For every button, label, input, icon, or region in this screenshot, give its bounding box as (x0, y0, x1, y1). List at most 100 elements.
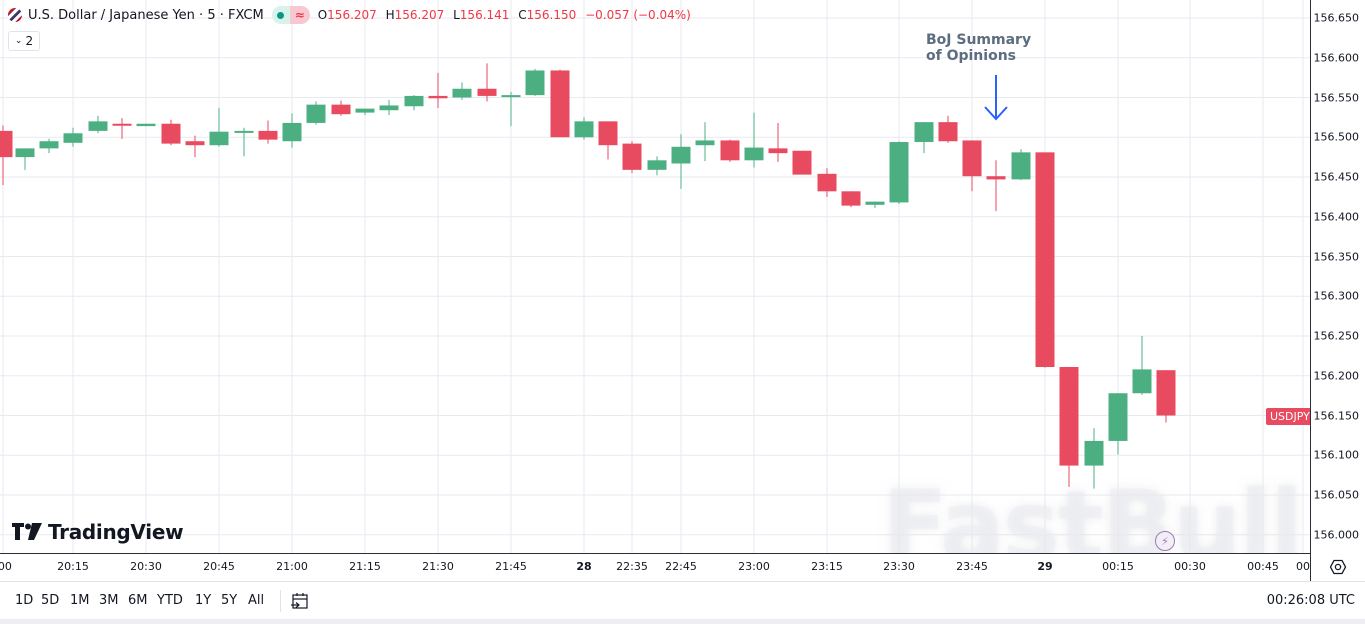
boj-annotation-label: BoJ Summary of Opinions (926, 32, 1031, 64)
candle-down (331, 104, 351, 115)
annotation-line-2: of Opinions (926, 48, 1016, 64)
time-tick-label: 00:45 (1247, 560, 1279, 573)
annotation-line-1: BoJ Summary (926, 32, 1032, 48)
time-tick-label: 28 (576, 560, 592, 573)
time-tick-label: 20:30 (130, 560, 162, 573)
range-button-1y[interactable]: 1Y (195, 593, 212, 608)
price-tick-label: 156.550 (1313, 91, 1360, 104)
candle-up (306, 104, 326, 123)
candle-up (355, 108, 375, 113)
close-label: C (518, 8, 527, 22)
price-tick-label: 156.600 (1313, 51, 1360, 65)
candle-up (914, 122, 934, 143)
high-label: H (385, 8, 395, 22)
price-tick-label: 156.050 (1313, 488, 1360, 502)
candle-up (88, 121, 108, 131)
range-button-5d[interactable]: 5D (41, 593, 60, 608)
chart-plot-area[interactable]: FastBull U.S. Dollar / Japanese Yen · 5 … (0, 0, 1310, 553)
price-tick-label: 156.200 (1313, 369, 1360, 383)
candle-up (501, 95, 521, 98)
time-tick-label: 29 (1037, 560, 1053, 573)
price-tick-label: 156.400 (1313, 210, 1360, 224)
symbol-title[interactable]: U.S. Dollar / Japanese Yen · 5 · FXCM (28, 7, 264, 23)
candle-up (234, 130, 254, 133)
time-tick-label: 21:00 (276, 560, 308, 573)
time-tick-label: 23:30 (883, 560, 915, 573)
range-button-ytd[interactable]: YTD (157, 593, 183, 608)
us-jp-flag-icon (8, 8, 22, 22)
candle-up (744, 147, 764, 161)
time-tick-label: 00:15 (1102, 560, 1134, 573)
candle-down (112, 123, 132, 126)
candle-down (161, 123, 181, 144)
candle-down (185, 141, 205, 146)
indicator-count: 2 (25, 34, 34, 48)
candle-up (889, 142, 909, 203)
time-tick-label: 00:30 (1174, 560, 1206, 573)
candle-up (282, 122, 302, 142)
candle-up (452, 88, 472, 98)
time-tick-label: :00 (0, 560, 12, 573)
range-button-6m[interactable]: 6M (128, 593, 148, 608)
time-tick-label: 20:45 (203, 560, 235, 573)
price-tick-label: 156.650 (1313, 11, 1360, 25)
bottom-strip (0, 619, 1365, 624)
range-button-1m[interactable]: 1M (70, 593, 90, 608)
legend-header: U.S. Dollar / Japanese Yen · 5 · FXCM ≈ … (8, 6, 696, 24)
candle-up (15, 148, 35, 158)
price-tick-label: 156.450 (1313, 170, 1360, 184)
candle-down (1059, 367, 1079, 466)
change-value: −0.057 (−0.04%) (585, 8, 691, 22)
open-value: 156.207 (327, 8, 377, 22)
candle-up (404, 95, 424, 107)
range-button-1d[interactable]: 1D (15, 593, 34, 608)
chart-grid (0, 0, 1310, 553)
time-tick-label: 21:15 (349, 560, 381, 573)
market-status-pill[interactable]: ≈ (271, 6, 310, 24)
range-button-5y[interactable]: 5Y (221, 593, 238, 608)
price-tick-label: 156.500 (1313, 130, 1360, 144)
chart-settings-gear-icon[interactable] (1330, 559, 1346, 575)
time-tick-label: 23:15 (811, 560, 843, 573)
close-value: 156.150 (526, 8, 577, 22)
time-tick-label: 23:45 (956, 560, 988, 573)
time-tick-label: 20:15 (57, 560, 89, 573)
time-tick-label: 21:45 (495, 560, 527, 573)
candle-down (720, 140, 740, 161)
tradingview-logo-icon (12, 523, 42, 540)
candle-up (671, 146, 691, 164)
candle-down (622, 143, 642, 170)
low-value: 156.141 (459, 8, 510, 22)
candle-down (258, 130, 278, 140)
indicators-collapse-button[interactable]: ⌄ 2 (8, 31, 40, 51)
time-axis[interactable]: :00 20:15 20:30 20:45 21:00 21:15 21:30 21:45 28… (0, 553, 1310, 581)
time-tick-label: 22:35 (616, 560, 648, 573)
range-button-3m[interactable]: 3M (99, 593, 119, 608)
price-tick-label: 156.000 (1313, 528, 1360, 542)
high-value: 156.207 (394, 8, 445, 22)
candlestick-series (0, 63, 1176, 489)
price-tick-label: 156.350 (1313, 250, 1360, 263)
candle-down (598, 121, 618, 146)
price-tick-label: 156.150 (1313, 409, 1360, 422)
candle-down (792, 150, 812, 175)
tradingview-logo[interactable]: TradingView (12, 520, 184, 544)
candle-up (865, 201, 885, 205)
candle-down (0, 130, 13, 158)
time-tick-label: 23:00 (738, 560, 770, 573)
economic-event-lightning-icon[interactable]: ⚡ (1155, 531, 1175, 551)
price-axis[interactable]: 156.650 156.600 156.550 156.500 156.450 156.4… (1310, 0, 1365, 581)
time-tick-label: 21:30 (422, 560, 454, 573)
chevron-down-icon: ⌄ (14, 36, 23, 46)
candle-down (1035, 152, 1055, 368)
candle-down (841, 191, 861, 206)
range-button-all[interactable]: All (248, 593, 265, 608)
bottom-toolbar: 1D 5D 1M 3M 6M YTD 1Y 5Y All 00:26:08 UTC (0, 581, 1365, 619)
candle-down (938, 122, 958, 142)
calendar-arrow-icon[interactable] (290, 591, 310, 611)
candle-down (817, 173, 837, 192)
candle-up (1132, 369, 1152, 394)
candle-down (1156, 370, 1176, 416)
utc-clock[interactable]: 00:26:08 UTC (1266, 593, 1355, 608)
candle-down (962, 140, 982, 177)
